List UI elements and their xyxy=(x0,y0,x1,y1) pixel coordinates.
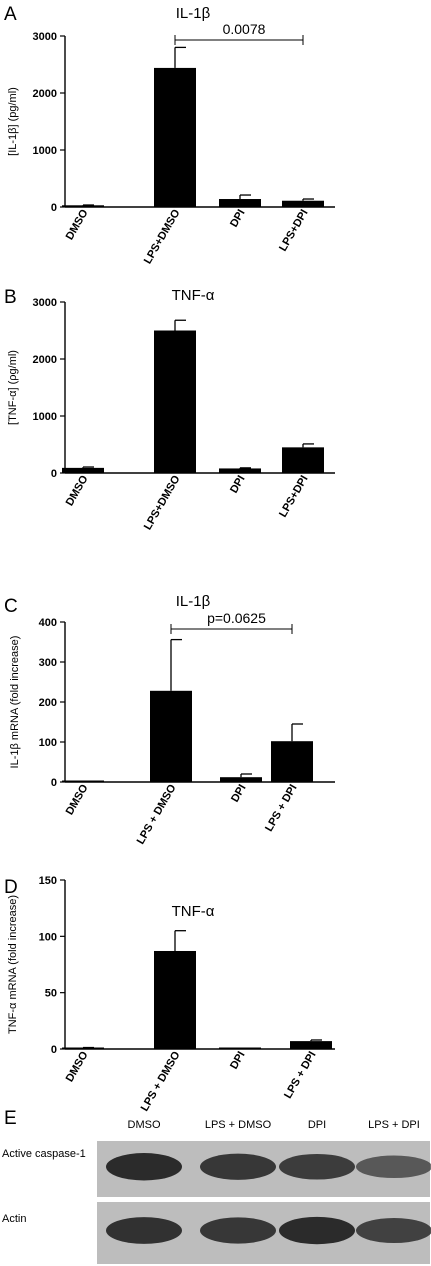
y-tick-label: 400 xyxy=(39,617,57,629)
y-tick-label: 0 xyxy=(51,468,57,480)
category-label: DMSO xyxy=(64,1049,91,1084)
y-tick-label: 100 xyxy=(39,931,57,943)
blot-band xyxy=(279,1216,355,1245)
y-axis-label: IL-1β mRNA (fold increase) xyxy=(9,636,21,769)
category-label: LPS + DPI xyxy=(263,783,300,834)
chart-panel-a: A IL-1β 0 1000 2000 3000 [IL-1β] (pg/ml) DMSO LP… xyxy=(4,4,335,266)
row-label: Active caspase-1 xyxy=(2,1148,86,1160)
blot-band xyxy=(106,1217,182,1244)
category-label: LPS + DPI xyxy=(282,1050,319,1101)
category-label: LPS+DMSO xyxy=(142,473,183,532)
bar xyxy=(62,467,104,473)
panel-letter: A xyxy=(4,4,17,25)
category-label: LPS+DPI xyxy=(277,474,310,520)
panel-letter: E xyxy=(4,1108,17,1129)
row-label: Actin xyxy=(2,1213,26,1225)
blot-band xyxy=(356,1218,431,1244)
bar xyxy=(154,950,196,1049)
category-label: DMSO xyxy=(64,782,91,817)
category-label: LPS+DPI xyxy=(277,208,310,254)
y-axis-label: [TNF-α] (ρg/ml) xyxy=(7,350,19,425)
y-tick-label: 3000 xyxy=(33,297,57,309)
chart-panel-b: B TNF-α 0 1000 2000 3000 [TNF-α] (ρg/ml) DMSO LP… xyxy=(4,287,335,532)
y-tick-label: 300 xyxy=(39,657,57,669)
bar xyxy=(150,690,192,782)
bar xyxy=(154,330,196,473)
lane-label: LPS + DPI xyxy=(368,1119,420,1131)
y-tick-label: 50 xyxy=(45,988,57,1000)
y-tick-label: 2000 xyxy=(33,354,57,366)
blot-band xyxy=(200,1217,276,1244)
comparison-label: 0.0078 xyxy=(223,21,266,37)
chart-panel-c: C IL-1β 0 100 200 300 400 IL-1β mRNA (fold incr… xyxy=(4,593,335,846)
y-tick-label: 3000 xyxy=(33,31,57,43)
blot-band xyxy=(279,1153,355,1180)
lane-label: DMSO xyxy=(128,1119,161,1131)
category-label: DMSO xyxy=(64,473,91,508)
category-label: DPI xyxy=(228,208,248,230)
blot-band xyxy=(356,1155,431,1179)
panel-letter: B xyxy=(4,287,17,308)
bar xyxy=(219,468,261,473)
y-tick-label: 2000 xyxy=(33,88,57,100)
y-axis-label: TNF-α mRNA (fold increase) xyxy=(7,895,19,1034)
bar xyxy=(220,777,262,782)
chart-title: TNF-α xyxy=(172,903,215,920)
category-label: DMSO xyxy=(64,207,91,242)
y-axis-label: [IL-1β] (pg/ml) xyxy=(7,87,19,156)
y-tick-label: 0 xyxy=(51,202,57,214)
bar xyxy=(62,205,104,207)
y-tick-label: 1000 xyxy=(33,411,57,423)
category-label: DPI xyxy=(228,1050,248,1072)
comparison-label: p=0.0625 xyxy=(207,610,266,626)
y-tick-label: 0 xyxy=(51,1044,57,1056)
blot-panel-e: E DMSO LPS + DMSO DPI LPS + DPI Active caspas… xyxy=(2,1108,431,1264)
y-tick-label: 100 xyxy=(39,737,57,749)
chart-title: IL-1β xyxy=(176,593,211,610)
lane-label: DPI xyxy=(308,1119,326,1131)
bar xyxy=(154,67,196,207)
y-tick-label: 0 xyxy=(51,777,57,789)
chart-title: TNF-α xyxy=(172,287,215,304)
bar xyxy=(282,447,324,473)
panel-letter: D xyxy=(4,877,18,898)
category-label: LPS + DMSO xyxy=(135,782,179,846)
bar xyxy=(271,741,313,782)
panel-letter: C xyxy=(4,596,18,617)
y-tick-label: 200 xyxy=(39,697,57,709)
chart-title: IL-1β xyxy=(176,5,211,22)
bar xyxy=(219,199,261,207)
y-tick-label: 1000 xyxy=(33,145,57,157)
category-label: DPI xyxy=(228,474,248,496)
blot-band xyxy=(106,1153,182,1181)
bar xyxy=(282,200,324,207)
category-label: LPS+DMSO xyxy=(142,207,183,266)
bar xyxy=(290,1041,332,1049)
category-label: DPI xyxy=(229,783,249,805)
chart-panel-d: D TNF-α 0 50 100 150 TNF-α mRNA (fold increase… xyxy=(4,875,335,1113)
bar xyxy=(62,1047,104,1049)
category-label: LPS + DMSO xyxy=(139,1049,183,1113)
lane-label: LPS + DMSO xyxy=(205,1119,272,1131)
y-tick-label: 150 xyxy=(39,875,57,887)
blot-band xyxy=(200,1153,276,1180)
